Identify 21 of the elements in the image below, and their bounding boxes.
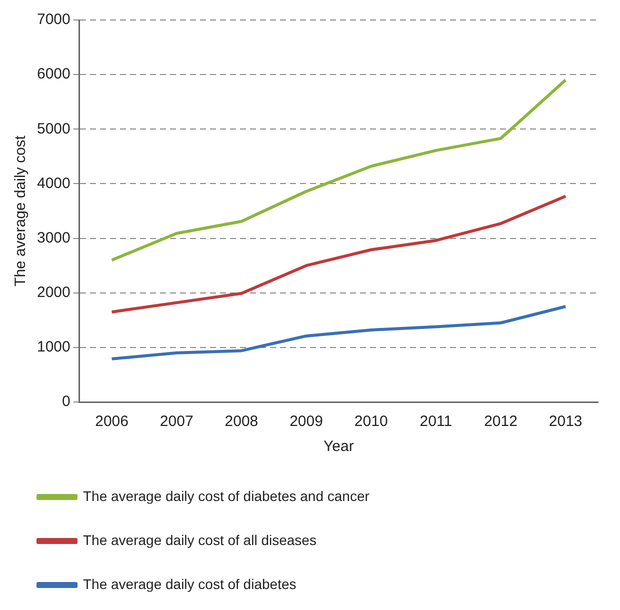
x-tick-label: 2009 [290,413,323,430]
x-tick-label: 2008 [224,413,258,430]
x-tick-label: 2013 [548,413,582,430]
y-tick-label: 0 [62,393,70,410]
y-tick-label: 4000 [36,174,70,192]
x-tick-label: 2010 [354,413,388,430]
y-tick-label: 5000 [36,120,70,138]
legend-label: The average daily cost of diabetes [83,576,296,592]
x-tick-label: 2011 [420,413,452,430]
y-tick-label: 1000 [36,338,70,356]
y-tick-label: 7000 [36,11,70,28]
y-axis-title: The average daily cost [12,134,30,286]
y-tick-label: 6000 [36,66,70,83]
x-tick-label: 2012 [484,413,518,430]
x-tick-label: 2006 [95,413,128,430]
x-axis-title: Year [324,438,354,456]
y-tick-label: 3000 [36,229,70,246]
y-tick-label: 2000 [36,284,70,301]
legend-label: The average daily cost of diabetes and cancer [83,488,370,504]
legend-label: The average daily cost of all diseases [83,532,316,548]
x-tick-label: 2007 [160,413,194,430]
